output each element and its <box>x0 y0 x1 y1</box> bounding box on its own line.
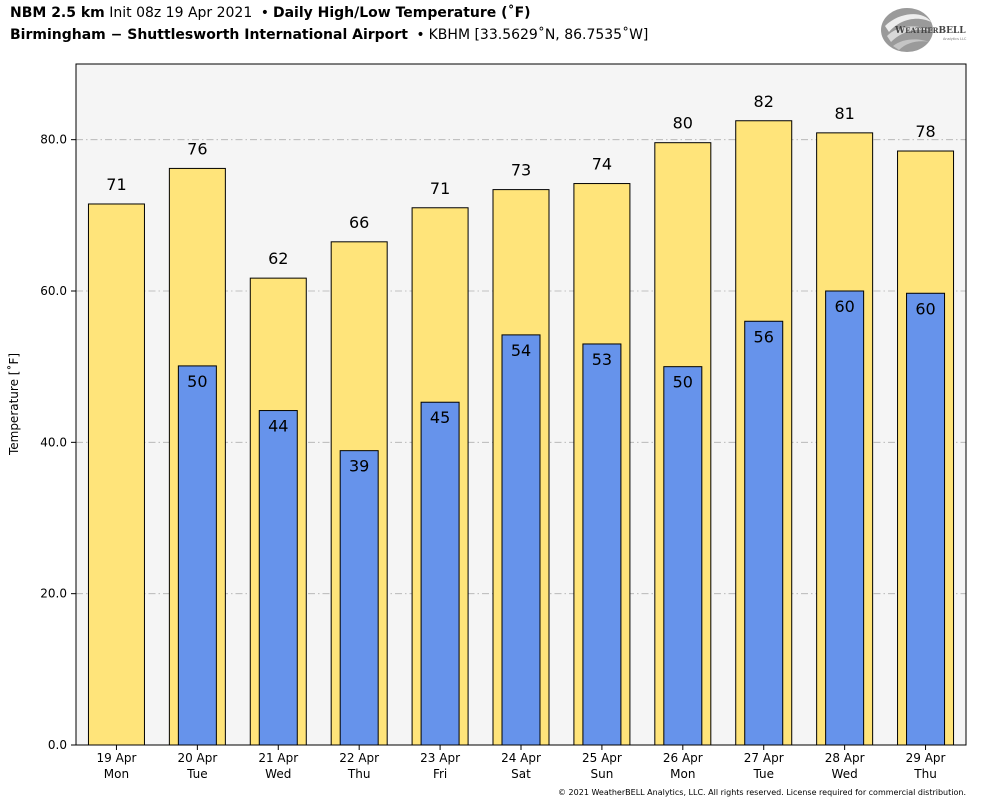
low-temp-label: 39 <box>349 457 369 476</box>
x-tick-label-date: 26 Apr <box>663 751 703 765</box>
high-temp-label: 66 <box>349 213 369 232</box>
bars <box>87 120 955 746</box>
high-temp-label: 80 <box>673 114 693 133</box>
high-temp-bar <box>87 203 145 746</box>
low-temp-label: 50 <box>673 373 693 392</box>
high-temp-label: 81 <box>834 104 854 123</box>
low-temp-bar <box>501 334 541 746</box>
high-temp-label: 73 <box>511 161 531 180</box>
high-temp-label: 62 <box>268 249 288 268</box>
low-temp-label: 56 <box>754 327 774 346</box>
y-axis-label: Temperature [˚F] <box>7 352 21 456</box>
x-tick-label-day: Wed <box>832 767 858 781</box>
y-tick-label: 20.0 <box>40 587 67 601</box>
high-temp-label: 74 <box>592 155 612 174</box>
x-tick-label-day: Tue <box>186 767 208 781</box>
x-tick-label-day: Tue <box>752 767 774 781</box>
globe-swirl-icon <box>881 8 933 52</box>
x-tick-label-day: Sat <box>511 767 531 781</box>
high-temp-label: 76 <box>187 139 207 158</box>
model-name: NBM 2.5 km <box>10 5 105 21</box>
x-tick-label-day: Fri <box>433 767 447 781</box>
x-tick-label-date: 25 Apr <box>582 751 622 765</box>
x-tick-label-day: Sun <box>590 767 613 781</box>
x-tick-label-day: Mon <box>104 767 129 781</box>
high-temp-label: 71 <box>106 175 126 194</box>
weatherbell-logo: WEATHERBELL Analytics LLC <box>881 8 967 52</box>
separator: • <box>260 5 269 21</box>
low-temp-label: 60 <box>915 299 935 318</box>
low-temp-bar <box>744 320 784 746</box>
svg-text:Analytics LLC: Analytics LLC <box>943 37 967 41</box>
x-tick-label-date: 20 Apr <box>177 751 217 765</box>
high-temp-label: 82 <box>754 92 774 111</box>
y-tick-label: 40.0 <box>40 435 67 449</box>
location-name: Birmingham − Shuttlesworth International… <box>10 27 408 43</box>
axes: 0.0 20.0 40.0 60.0 80.0 19 Apr Mon 20 Apr Tue 21 … <box>40 63 967 781</box>
x-tick-label-day: Thu <box>913 767 937 781</box>
low-temp-bar <box>258 410 298 746</box>
y-tick-label: 80.0 <box>40 133 67 147</box>
x-tick-label-date: 29 Apr <box>906 751 946 765</box>
low-temp-label: 45 <box>430 408 450 427</box>
low-temp-bar <box>906 292 946 746</box>
chart-title-line-1: NBM 2.5 km Init 08z 19 Apr 2021 • Daily H… <box>10 5 531 21</box>
copyright-notice: © 2021 WeatherBELL Analytics, LLC. All r… <box>558 788 966 797</box>
chart-title-line-2: Birmingham − Shuttlesworth International… <box>10 27 648 43</box>
low-temp-label: 44 <box>268 417 288 436</box>
low-temp-label: 54 <box>511 341 531 360</box>
x-tick-label-date: 27 Apr <box>744 751 784 765</box>
station-info: KBHM [33.5629˚N, 86.7535˚W] <box>428 27 649 43</box>
low-temp-bar <box>582 343 622 746</box>
x-tick-label-day: Wed <box>265 767 291 781</box>
low-temp-bar <box>420 401 460 746</box>
y-tick-label: 0.0 <box>48 738 67 752</box>
high-temp-label: 78 <box>915 122 935 141</box>
x-tick-label-date: 21 Apr <box>258 751 298 765</box>
product-name: Daily High/Low Temperature (˚F) <box>272 5 531 21</box>
high-temp-label: 71 <box>430 179 450 198</box>
data-labels: 71 76 50 62 44 66 39 71 45 73 54 74 53 80 50 82 56 81 60 78… <box>106 92 935 476</box>
low-temp-label: 53 <box>592 350 612 369</box>
x-tick-label-date: 24 Apr <box>501 751 541 765</box>
low-temp-bar <box>339 450 379 746</box>
x-tick-label-date: 19 Apr <box>97 751 137 765</box>
y-tick-label: 60.0 <box>40 284 67 298</box>
low-temp-bar <box>177 365 217 746</box>
init-time: Init 08z 19 Apr 2021 <box>109 5 253 21</box>
separator: • <box>416 27 425 43</box>
x-tick-label-date: 28 Apr <box>825 751 865 765</box>
low-temp-label: 60 <box>834 297 854 316</box>
x-tick-label-day: Thu <box>347 767 371 781</box>
x-tick-label-day: Mon <box>670 767 695 781</box>
low-temp-label: 50 <box>187 372 207 391</box>
low-temp-bar <box>825 290 865 746</box>
plot-frame <box>75 63 967 746</box>
low-temp-bar <box>663 366 703 746</box>
x-tick-label-date: 22 Apr <box>339 751 379 765</box>
x-tick-label-date: 23 Apr <box>420 751 460 765</box>
svg-text:WEATHERBELL: WEATHERBELL <box>894 26 966 36</box>
